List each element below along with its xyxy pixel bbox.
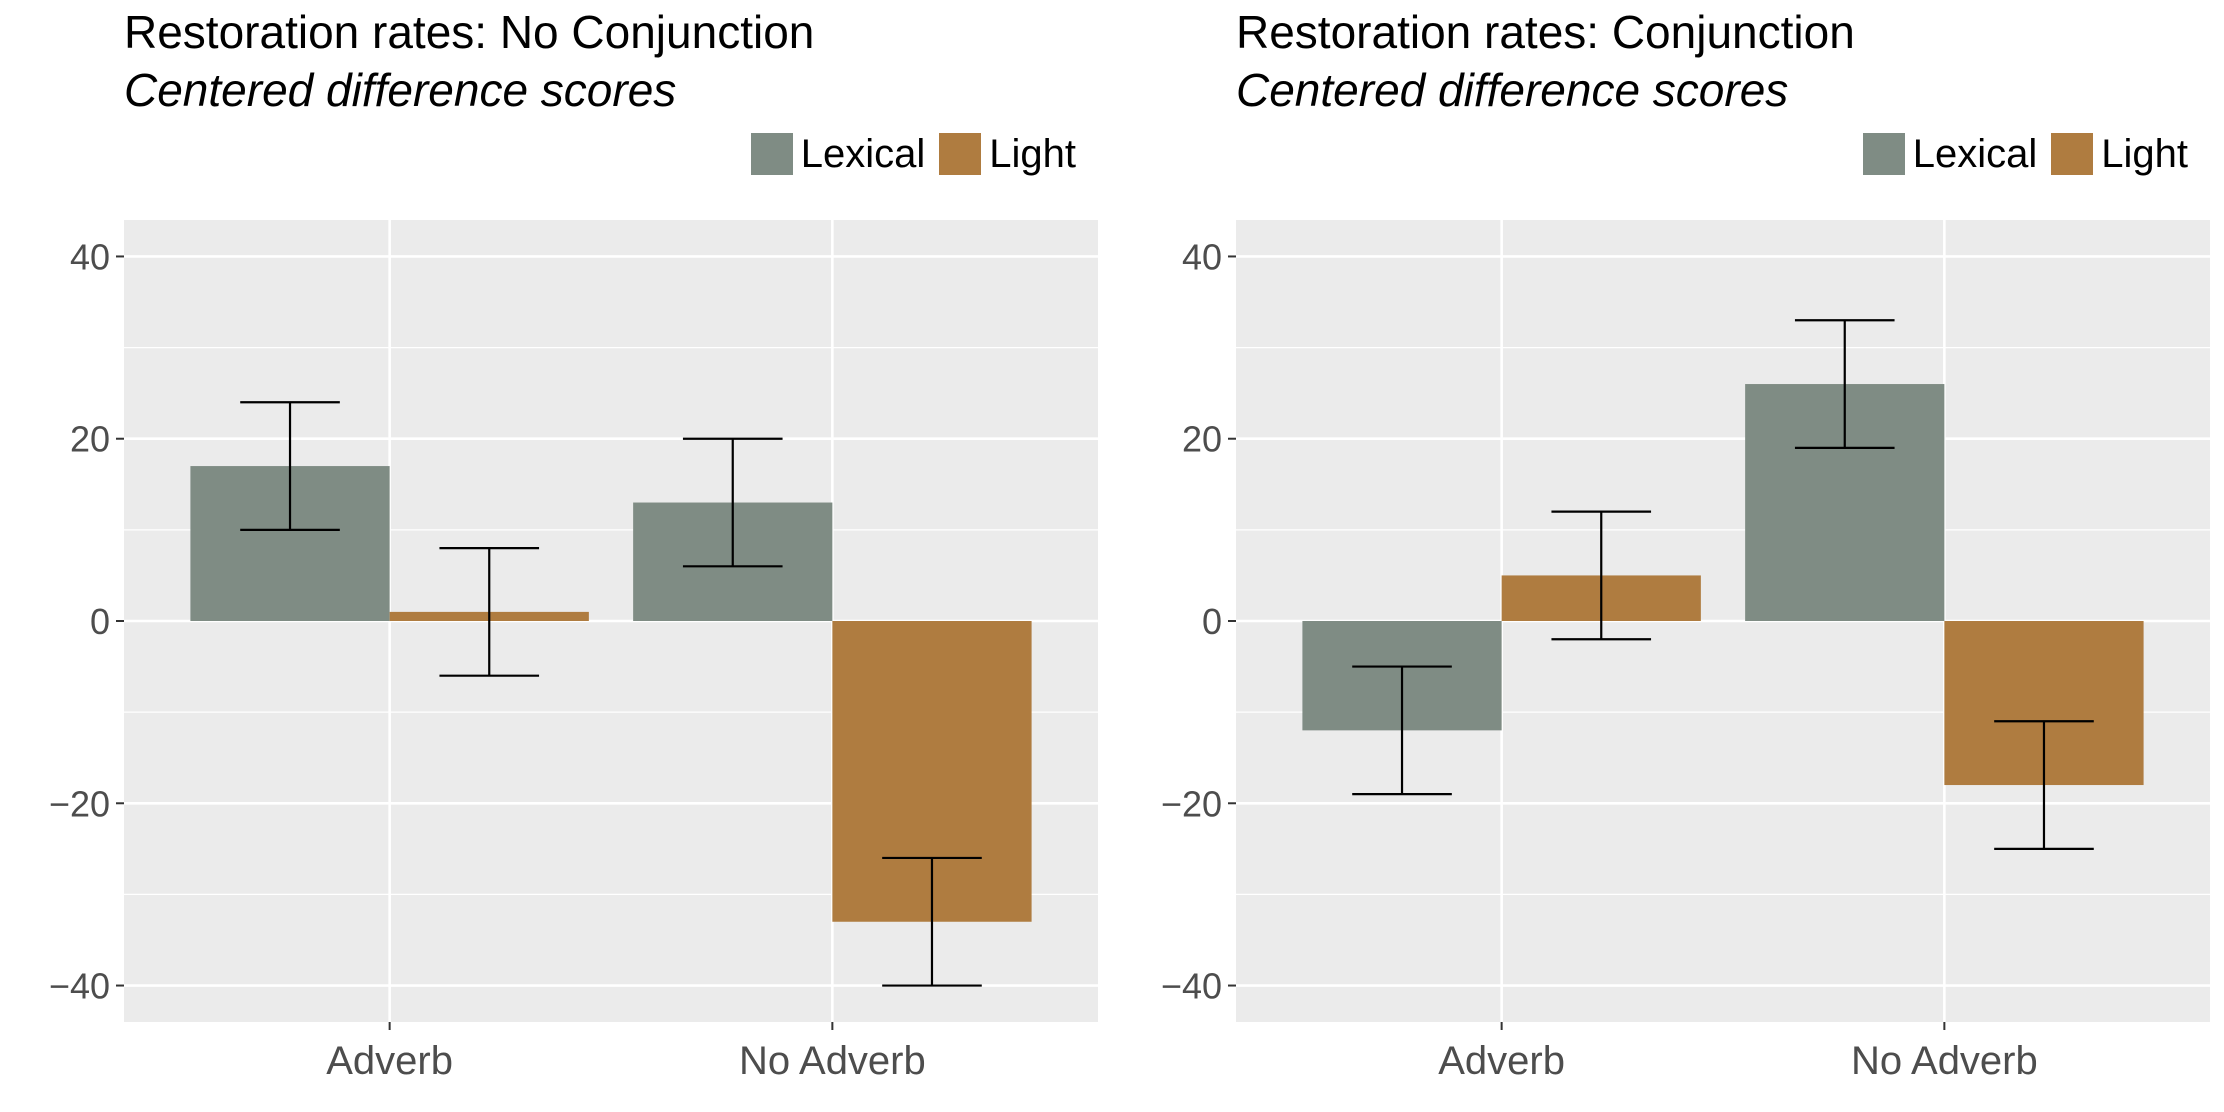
legend-swatch-lexical (1862, 133, 1905, 175)
x-tick-label: No Adverb (739, 1039, 926, 1083)
y-tick-label: −20 (1161, 783, 1222, 824)
error-bar-lexical-adverb (240, 401, 340, 531)
error-bar-lexical-adverb (1352, 665, 1452, 796)
y-tick-label: 20 (70, 419, 110, 460)
chart-subtitle: Centered difference scores (1236, 64, 1789, 116)
chart-panel-conjunction: Restoration rates: Conjunction Centered … (1112, 0, 2224, 1112)
legend-label-light: Light (989, 131, 1076, 176)
bar-chart-svg: −40 −20 0 20 40 Adverb No Adverb (49, 220, 1098, 1083)
y-tick-label: 0 (1202, 601, 1222, 642)
legend-label-lexical: Lexical (800, 131, 926, 176)
chart-subtitle: Centered difference scores (124, 64, 677, 116)
legend-swatch-lexical (750, 133, 793, 175)
error-bar-light-no-adverb (1994, 720, 2094, 850)
x-tick-label: No Adverb (1851, 1039, 2038, 1083)
legend-item-light: Light (939, 132, 1076, 177)
error-bar-light-adverb (439, 546, 540, 677)
y-tick-label: 20 (1182, 419, 1222, 460)
legend: Lexical Light (1849, 132, 2188, 176)
legend-swatch-light (2051, 133, 2094, 175)
chart-panel-no-conjunction: Restoration rates: No Conjunction Center… (49, 6, 1098, 1083)
error-bar-lexical-no-adverb (682, 437, 783, 568)
legend-label-light: Light (2101, 131, 2188, 176)
y-tick-label: 40 (70, 236, 110, 277)
y-tick-label: −40 (1161, 966, 1222, 1007)
x-tick-label: Adverb (1438, 1039, 1565, 1083)
legend-swatch-light (939, 133, 982, 175)
error-bar-light-adverb (1551, 510, 1652, 641)
y-tick-label: 40 (1182, 236, 1222, 277)
legend-item-lexical: Lexical (750, 131, 926, 177)
legend-item-lexical: Lexical (1862, 131, 2038, 177)
legend: Lexical Light (737, 132, 1076, 176)
error-bar-lexical-no-adverb (1794, 319, 1895, 449)
legend-label-lexical: Lexical (1912, 131, 2038, 176)
y-tick-label: −20 (49, 783, 110, 824)
legend-item-light: Light (2051, 132, 2188, 177)
bar-chart-svg: −40 −20 0 20 40 Adverb No Adverb (1161, 220, 2210, 1083)
y-tick-label: 0 (90, 601, 110, 642)
x-tick-label: Adverb (326, 1039, 453, 1083)
y-tick-label: −40 (49, 966, 110, 1007)
chart-title: Restoration rates: No Conjunction (124, 6, 815, 58)
chart-title: Restoration rates: Conjunction (1236, 6, 1855, 58)
error-bar-light-no-adverb (882, 856, 982, 987)
